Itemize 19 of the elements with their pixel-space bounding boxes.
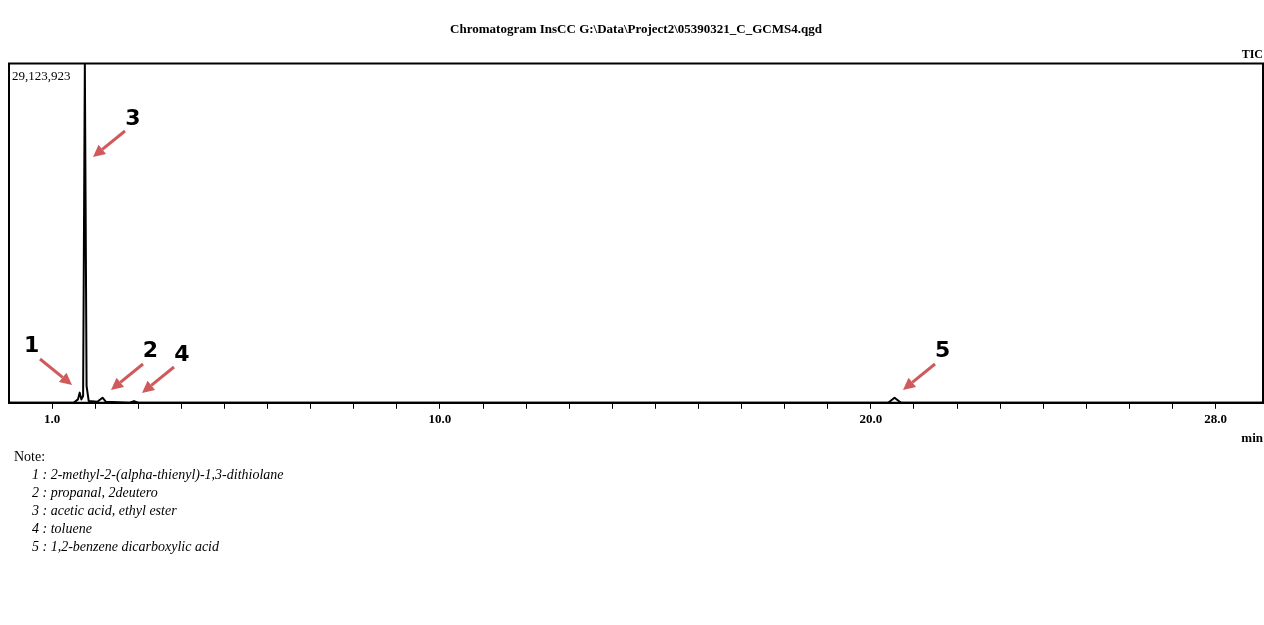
text: Note:: [14, 448, 47, 466]
x-tick-label: 20.0: [859, 410, 883, 426]
annotation: 3: [125, 105, 141, 131]
text: 3 : acetic acid, ethyl ester: [31, 502, 178, 520]
chart-title: Chromatogram InsCC G:\Data\Project2\05390321_C_GCMS4.qgd: [450, 21, 823, 37]
annotation: 1: [24, 332, 40, 358]
annotation: 29,123,923: [12, 67, 71, 83]
text: 2 : propanal, 2deutero: [31, 484, 159, 502]
x-tick-label: 1.0: [43, 410, 61, 426]
text: 5 : 1,2-benzene dicarboxylic acid: [31, 538, 220, 556]
x-tick-label: 28.0: [1204, 410, 1227, 426]
annotation: 5: [934, 337, 951, 363]
x-tick-label: 10.0: [428, 410, 452, 426]
text: 4 : toluene: [31, 520, 93, 538]
annotation: 2: [142, 337, 159, 363]
annotation: 4: [174, 340, 190, 366]
x-axis-title: min: [1241, 429, 1264, 445]
text: 1 : 2-methyl-2-(alpha-thienyl)-1,3-dithiolane: [31, 466, 284, 484]
text: TIC: [1241, 46, 1263, 61]
